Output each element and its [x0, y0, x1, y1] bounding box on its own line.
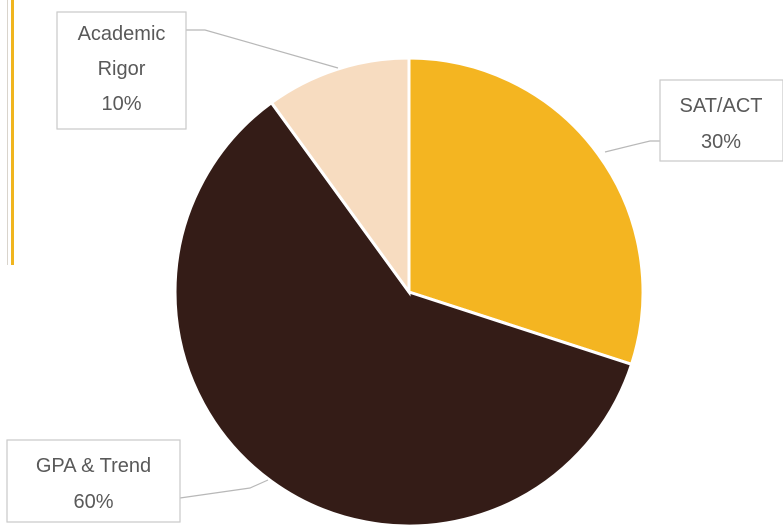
label-academic-rigor-line1: Academic	[78, 23, 166, 45]
leader-line-sat-act	[604, 140, 660, 153]
pie-slices	[173, 56, 645, 526]
accent-bar-shadow	[7, 0, 8, 265]
leader-line-academic-rigor	[186, 29, 339, 69]
callout-academic-rigor: Academic Rigor 10%	[56, 11, 339, 130]
label-sat-act-percent: 30%	[701, 131, 741, 153]
label-sat-act-name: SAT/ACT	[680, 95, 763, 117]
callout-sat-act: SAT/ACT 30%	[604, 79, 783, 162]
label-gpa-trend-name: GPA & Trend	[36, 455, 151, 477]
callout-gpa-trend: GPA & Trend 60%	[6, 439, 269, 523]
label-gpa-trend-percent: 60%	[73, 491, 113, 513]
pie-slice-academic-rigor	[269, 56, 411, 297]
leader-line-gpa-trend	[179, 479, 269, 499]
label-box-academic-rigor	[56, 11, 187, 130]
accent-bar	[11, 0, 14, 265]
label-box-sat-act	[659, 79, 783, 162]
label-box-gpa-trend	[6, 439, 181, 523]
pie-slice-gpa-trend	[173, 100, 634, 526]
pie-slice-sat-act	[407, 56, 645, 367]
label-academic-rigor-line2: Rigor	[98, 58, 146, 80]
label-academic-rigor-percent: 10%	[101, 93, 141, 115]
